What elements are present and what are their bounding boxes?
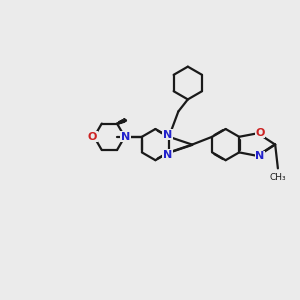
- Text: N: N: [163, 150, 172, 160]
- Text: O: O: [255, 128, 265, 138]
- Text: O: O: [88, 132, 97, 142]
- Text: N: N: [255, 152, 265, 161]
- Text: N: N: [163, 130, 172, 140]
- Text: CH₃: CH₃: [270, 173, 286, 182]
- Text: N: N: [121, 132, 130, 142]
